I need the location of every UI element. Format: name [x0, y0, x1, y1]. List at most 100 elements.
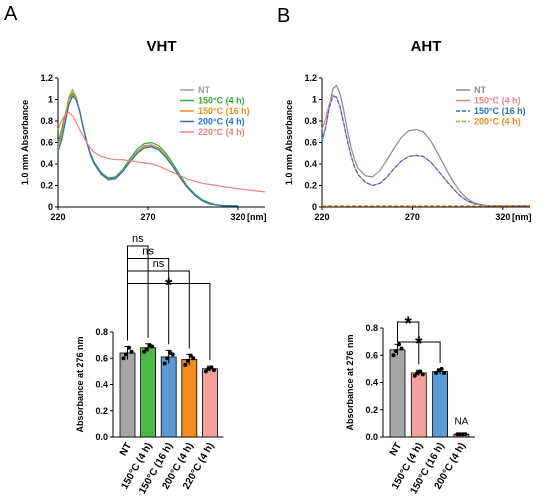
data-point	[418, 369, 423, 374]
category-label: NT	[388, 441, 404, 458]
data-point	[457, 432, 462, 437]
y-tick-label: 1	[312, 95, 317, 105]
data-point	[185, 358, 190, 363]
x-tick-label: 320	[495, 212, 510, 222]
data-point	[183, 362, 188, 367]
data-point	[394, 349, 398, 354]
significance-label: *	[415, 334, 423, 355]
significance-bracket	[127, 245, 149, 341]
data-point	[206, 366, 211, 371]
y-tick-label: 0.4	[304, 159, 317, 169]
y-axis-label: Absorbance at 276 nm	[345, 334, 355, 430]
bar	[140, 347, 157, 438]
y-tick-label: 0.2	[40, 181, 53, 191]
y-axis-label: 1.0 mm Absorbance	[20, 100, 30, 185]
data-point	[209, 365, 214, 370]
legend-label: 150°C (4 h)	[474, 96, 521, 106]
panel-letter-a: A	[4, 3, 18, 25]
y-tick-label: 0.8	[95, 327, 108, 337]
y-tick-label: 0.6	[365, 350, 378, 360]
significance-bracket	[397, 338, 441, 363]
bar	[181, 359, 198, 438]
data-point	[412, 373, 417, 378]
y-tick-label: 0.4	[365, 378, 378, 388]
data-point	[121, 356, 126, 361]
y-axis-label: Absorbance at 276 nm	[75, 336, 85, 432]
y-tick-label: 0.4	[40, 159, 53, 169]
data-point	[127, 345, 131, 350]
y-tick-label: 0.0	[365, 432, 378, 442]
y-tick-label: 0.8	[304, 116, 317, 126]
data-point	[211, 368, 216, 373]
data-point	[436, 368, 441, 373]
data-point	[415, 370, 420, 375]
data-point	[442, 370, 447, 375]
significance-bracket	[397, 321, 420, 365]
data-point	[439, 366, 444, 371]
data-point	[391, 353, 396, 358]
y-tick-label: 0.6	[95, 353, 108, 363]
y-tick-label: 0.0	[95, 432, 108, 442]
x-tick-label: 270	[405, 212, 420, 222]
data-point	[124, 352, 128, 357]
legend-label: NT	[474, 85, 486, 95]
data-point	[142, 349, 147, 354]
data-point	[170, 352, 175, 357]
data-point	[144, 347, 149, 352]
panel-letter-b: B	[277, 5, 290, 27]
bar	[389, 349, 406, 438]
data-point	[463, 432, 468, 437]
bar	[160, 356, 177, 438]
legend-label: NT	[198, 85, 210, 95]
y-tick-label: 1.2	[40, 73, 53, 83]
chart-title: VHT	[147, 38, 177, 55]
legend-label: 220°C (4 h)	[198, 127, 245, 137]
legend-label: 150°C (16 h)	[474, 106, 526, 116]
legend-label: 200°C (4 h)	[474, 117, 521, 127]
aht-spectrum-chart: AHT 0 0.2 0.4 0.6 0.8 1 1.2 220 270 320 [nm] 1.0 mm …	[284, 38, 532, 222]
significance-bracket	[127, 283, 211, 361]
data-point	[397, 342, 401, 347]
significance-label: *	[404, 314, 412, 335]
legend-label: 150°C (4 h)	[198, 96, 245, 106]
series-line	[321, 95, 530, 207]
series-line	[57, 111, 266, 193]
legend-label: 150°C (16 h)	[198, 106, 250, 116]
y-axis-label: 1.0 mm Absorbance	[284, 100, 294, 185]
y-tick-label: 0	[312, 202, 317, 212]
bar	[410, 372, 427, 438]
y-tick-label: 0.8	[40, 116, 53, 126]
legend-label: 200°C (4 h)	[198, 117, 245, 127]
bar	[119, 352, 136, 438]
data-point	[165, 356, 170, 361]
y-tick-label: 0.6	[304, 138, 317, 148]
x-axis-unit-label: [nm]	[512, 212, 532, 222]
significance-label: ns	[153, 258, 165, 270]
data-point	[420, 372, 425, 377]
vht-spectrum-chart: VHT 0 0.2 0.4 0.6 0.8 1 1.2 220 270 320 [nm] 1.0 mm …	[20, 38, 267, 222]
category-label: NT	[118, 441, 134, 458]
significance-label: ns	[132, 233, 144, 245]
y-tick-label: 0.2	[304, 181, 317, 191]
y-tick-label: 1.2	[304, 73, 317, 83]
data-point	[129, 349, 134, 354]
chart-title: AHT	[411, 38, 442, 55]
y-tick-label: 0.4	[95, 380, 108, 390]
y-tick-label: 0.6	[40, 138, 53, 148]
y-tick-label: 0.8	[365, 323, 378, 333]
y-tick-label: 0.2	[365, 405, 378, 415]
y-tick-label: 1	[48, 95, 53, 105]
significance-bracket	[127, 270, 190, 349]
data-point	[434, 370, 439, 375]
x-tick-label: 220	[314, 212, 329, 222]
bar	[432, 371, 449, 438]
x-tick-label: 320	[230, 212, 245, 222]
significance-label: *	[165, 276, 173, 297]
value-annotation: NA	[454, 416, 468, 427]
data-point	[399, 346, 404, 351]
data-point	[150, 344, 155, 349]
data-point	[162, 361, 167, 366]
data-point	[188, 353, 193, 358]
